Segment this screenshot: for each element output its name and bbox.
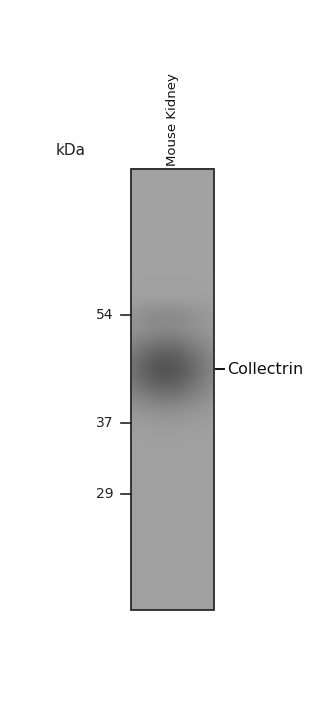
- Text: Mouse Kidney: Mouse Kidney: [166, 73, 179, 166]
- Text: 37: 37: [96, 416, 114, 430]
- Text: kDa: kDa: [55, 143, 85, 158]
- Text: 29: 29: [96, 486, 114, 501]
- Bar: [131, 168, 214, 610]
- Text: 54: 54: [96, 308, 114, 322]
- Text: Collectrin: Collectrin: [227, 362, 303, 377]
